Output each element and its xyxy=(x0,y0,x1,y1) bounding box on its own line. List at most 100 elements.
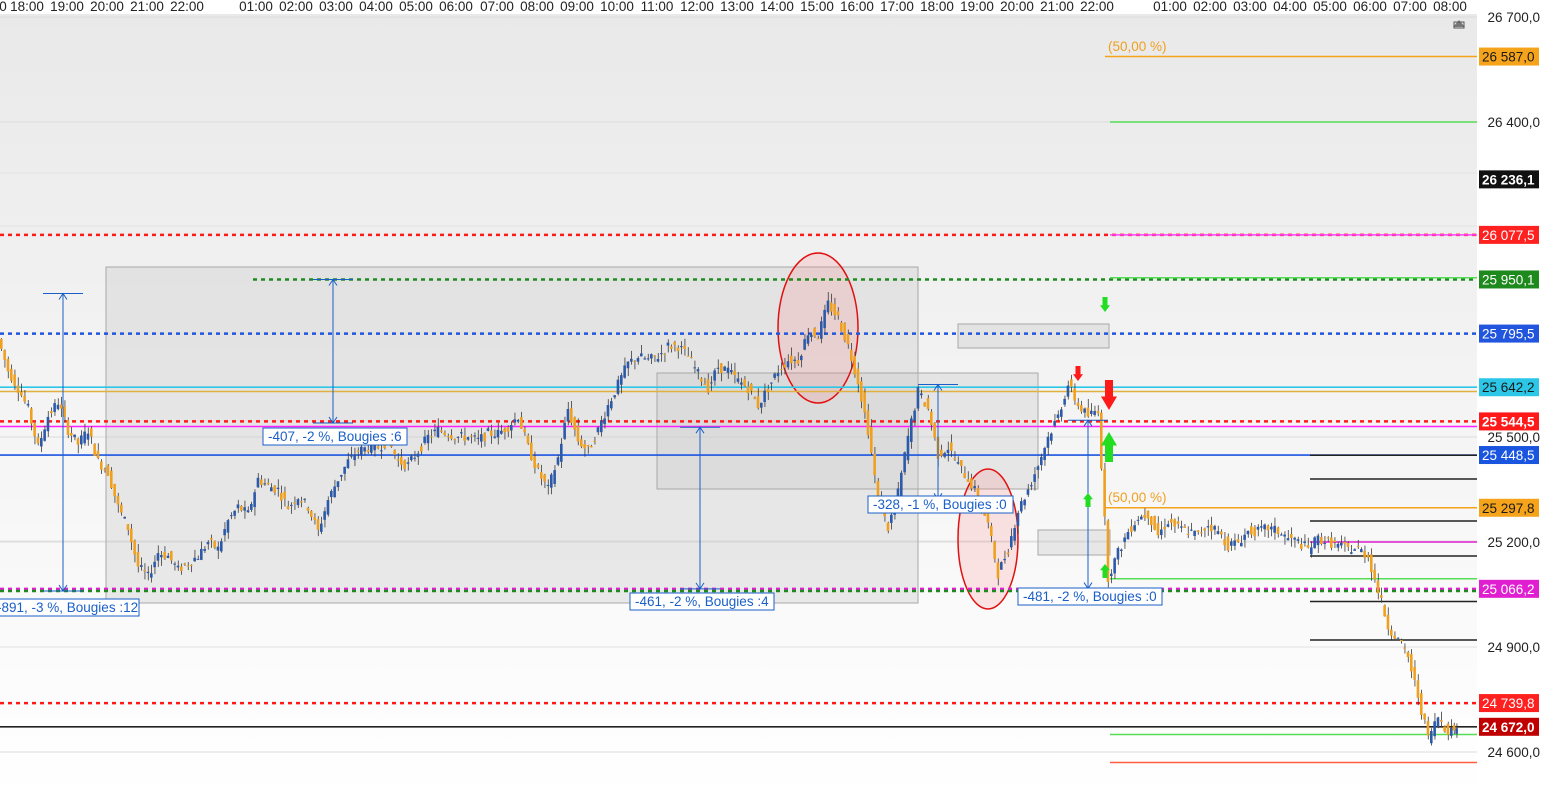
time-axis-label: 21:00 xyxy=(130,0,164,14)
candle-body xyxy=(1220,531,1223,535)
candle-body xyxy=(590,446,593,448)
candle-body xyxy=(690,356,693,358)
fib-labels: (50,00 %) (50,00 %) xyxy=(1108,39,1167,505)
candle-body xyxy=(476,437,480,439)
candle-body xyxy=(1340,542,1343,546)
measure-label-box xyxy=(262,427,408,446)
candle-body xyxy=(526,435,530,444)
candle-body xyxy=(33,423,36,437)
candle-body xyxy=(853,355,856,375)
candle-body xyxy=(510,424,513,431)
candle-body xyxy=(553,470,556,484)
candle-body xyxy=(516,419,520,422)
candle-body xyxy=(703,383,706,386)
candle-body xyxy=(1396,637,1400,639)
zone-rectangles xyxy=(105,266,1111,604)
candle-body xyxy=(573,417,576,430)
candle-body xyxy=(1366,554,1370,558)
candle-body xyxy=(1080,405,1083,412)
candle-body xyxy=(1226,536,1230,551)
candle-body xyxy=(56,404,60,410)
candle-body xyxy=(1413,667,1416,680)
candle-body xyxy=(673,342,676,345)
candle-body xyxy=(300,501,303,503)
candle-body xyxy=(110,470,113,489)
candle-body xyxy=(423,436,426,443)
candle-body xyxy=(1216,531,1220,535)
time-axis-label: 21:00 xyxy=(1040,0,1074,14)
home-icon[interactable] xyxy=(1453,20,1465,29)
candle-body xyxy=(1010,536,1013,548)
candle-body xyxy=(76,438,80,445)
candle-body xyxy=(1036,466,1040,470)
candle-body xyxy=(966,479,970,482)
candle-body xyxy=(206,542,210,545)
candle-body xyxy=(1166,524,1170,527)
candle-body xyxy=(13,374,16,386)
time-axis[interactable]: 0 18:00 19:00 20:00 21:00 22:00 01:00 02:00 03:0… xyxy=(0,0,1467,14)
candle-body xyxy=(846,333,850,345)
price-tag xyxy=(1479,694,1539,713)
time-axis-label: 11:00 xyxy=(641,0,674,14)
price-tag xyxy=(1479,270,1539,289)
candle-body xyxy=(443,432,446,435)
candle-body xyxy=(663,353,666,355)
candle-body xyxy=(1376,580,1380,594)
candle-body xyxy=(253,492,256,508)
gridlines xyxy=(0,16,1477,753)
candle-body xyxy=(233,510,236,516)
candle-body xyxy=(876,481,880,497)
candle-body xyxy=(460,432,463,434)
candle-body xyxy=(353,455,356,461)
candle-body xyxy=(746,386,750,394)
measure-label-box xyxy=(867,495,1014,514)
candle-body xyxy=(373,442,376,451)
candle-body xyxy=(776,372,780,377)
candle-body xyxy=(453,439,456,441)
measure-label-box xyxy=(0,598,140,617)
candle-body xyxy=(1350,552,1353,554)
candle-body xyxy=(1070,379,1073,387)
candle-body xyxy=(760,402,763,408)
candle-body xyxy=(1416,680,1420,698)
candle-body xyxy=(770,382,773,384)
candle-body xyxy=(116,495,120,505)
candle-body xyxy=(656,359,660,362)
candle-body xyxy=(610,401,613,409)
candle-body xyxy=(1090,410,1093,414)
time-axis-label: 22:00 xyxy=(170,0,204,14)
candle-body xyxy=(333,486,336,498)
candle-body xyxy=(226,520,230,533)
candle-body xyxy=(1390,629,1393,636)
candle-body xyxy=(1373,569,1376,580)
candle-body xyxy=(1363,550,1366,558)
candle-body xyxy=(1440,720,1443,722)
price-axis-label: 25 200,0 xyxy=(1487,535,1540,550)
candle-body xyxy=(1150,516,1153,526)
time-axis-label: 14:00 xyxy=(760,0,794,14)
measurement-tools[interactable]: -891, -3 %, Bougies :12 -407, -2 %, Bougi… xyxy=(0,278,1163,617)
candle-body xyxy=(1280,534,1283,536)
time-axis-label: 03:00 xyxy=(319,0,353,14)
price-axis[interactable]: 26 700,0 26 400,0 25 500,0 25 200,0 24 900,0… xyxy=(1487,10,1540,760)
candle-body xyxy=(513,419,516,423)
candle-body xyxy=(726,367,730,373)
candle-body xyxy=(756,396,760,409)
candle-body xyxy=(586,445,590,447)
measure-arrowhead xyxy=(1083,419,1093,427)
candle-body xyxy=(1063,398,1066,405)
time-axis-label: 16:00 xyxy=(840,0,874,14)
candle-body xyxy=(200,548,203,560)
candle-body xyxy=(1123,537,1126,542)
time-axis-label: 05:00 xyxy=(1313,0,1347,14)
candle-body xyxy=(1380,595,1383,598)
candle-body xyxy=(660,353,663,355)
candle-body xyxy=(773,373,776,378)
candle-body xyxy=(1146,510,1150,519)
candle-body xyxy=(1143,514,1146,518)
candle-body xyxy=(1356,545,1360,547)
candle-body xyxy=(400,456,403,465)
candle-body xyxy=(676,347,680,352)
candle-body xyxy=(1393,635,1396,639)
